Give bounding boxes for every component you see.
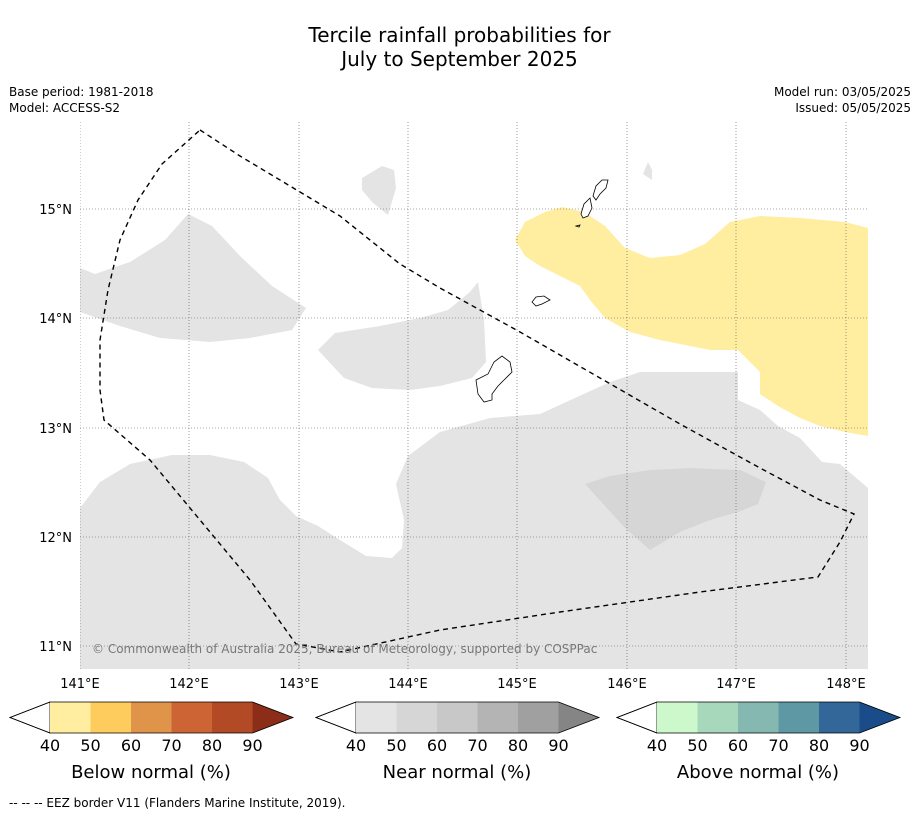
colorbar-segment: [819, 702, 860, 733]
colorbar-above-normal: 40 50 60 70 80 90 Above normal (%): [615, 701, 902, 783]
colorbar-under-triangle: [8, 701, 51, 734]
colorbar-segment: [212, 702, 253, 733]
colorbar-tick: 80: [202, 736, 222, 755]
map-panel: © Commonwealth of Australia 2025, Bureau…: [80, 122, 868, 669]
colorbar-tick: 90: [849, 736, 869, 755]
colorbar-under-triangle: [615, 701, 658, 734]
colorbar-segment: [437, 702, 478, 733]
colorbar-outline: [615, 701, 902, 734]
base-period: Base period: 1981-2018: [9, 85, 154, 99]
lat-label: 14°N: [39, 312, 72, 327]
colorbar-tick: 60: [427, 736, 447, 755]
colorbar-tick: 40: [346, 736, 366, 755]
lon-label: 148°E: [826, 677, 866, 692]
colorbar-tick: 50: [386, 736, 406, 755]
map-title-line1: Tercile rainfall probabilities for: [308, 23, 611, 47]
colorbar-tick: 90: [242, 736, 262, 755]
copyright-notice: © Commonwealth of Australia 2025, Bureau…: [92, 642, 597, 656]
near-normal-region-island-north: [362, 166, 396, 215]
guam-island: [475, 355, 513, 403]
eez-border: [99, 129, 855, 653]
colorbar-segment: [90, 702, 131, 733]
colorbar-tick: 70: [161, 736, 181, 755]
colorbar-segment: [697, 702, 738, 733]
gridlines: [80, 122, 868, 669]
colorbar-segment: [518, 702, 559, 733]
colorbar-segment: [738, 702, 779, 733]
colorbar-over-triangle: [859, 702, 900, 733]
lon-label: 145°E: [497, 677, 537, 692]
colorbar-segment: [477, 702, 518, 733]
issued-date: Issued: 05/05/2025: [795, 101, 911, 115]
colorbar-title: Near normal (%): [383, 762, 532, 783]
colorbar-tick: 50: [687, 736, 707, 755]
near-normal-region-central: [318, 282, 486, 390]
colorbar-title: Below normal (%): [71, 762, 231, 783]
colorbar-segment: [657, 702, 698, 733]
longitude-labels: 141°E 142°E 143°E 144°E 145°E 146°E 147°…: [60, 677, 866, 692]
colorbar-segment: [778, 702, 819, 733]
colorbar-tick: 80: [508, 736, 528, 755]
near-normal-region-islet: [643, 162, 652, 180]
below-normal-region: [515, 207, 868, 436]
colorbar-segment: [396, 702, 437, 733]
near-normal-region-west: [80, 214, 306, 342]
colorbar-tick: 40: [647, 736, 667, 755]
saipan-island: [592, 179, 609, 201]
lat-label: 15°N: [39, 203, 72, 218]
colorbar-segment: [356, 702, 397, 733]
colorbar-tick: 60: [728, 736, 748, 755]
map-title-line2: July to September 2025: [341, 47, 578, 71]
tinian-island: [580, 197, 593, 219]
colorbar-near-normal: 40 50 60 70 80 90 Near normal (%): [314, 701, 601, 783]
colorbar-tick: 50: [80, 736, 100, 755]
lon-label: 147°E: [716, 677, 756, 692]
eez-footnote: -- -- -- EEZ border V11 (Flanders Marine…: [9, 796, 346, 810]
islands: [475, 179, 609, 403]
lon-label: 144°E: [388, 677, 428, 692]
colorbar-title: Above normal (%): [677, 762, 839, 783]
lon-label: 146°E: [607, 677, 647, 692]
colorbar-over-triangle: [558, 702, 599, 733]
colorbar-tick: 80: [809, 736, 829, 755]
lat-label: 12°N: [39, 531, 72, 546]
colorbar-segment: [50, 702, 91, 733]
colorbar-tick: 40: [40, 736, 60, 755]
colorbar-below-normal: 40 50 60 70 80 90 Below normal (%): [8, 701, 295, 783]
lat-label: 11°N: [39, 640, 72, 655]
near-normal-region-50: [585, 468, 766, 550]
model-name: Model: ACCESS-S2: [9, 101, 121, 115]
colorbar-over-triangle: [252, 702, 293, 733]
colorbar-segment: [171, 702, 212, 733]
near-normal-region-south: [80, 372, 868, 669]
aguijan-island: [574, 224, 581, 228]
colorbar-under-triangle: [314, 701, 357, 734]
lon-label: 143°E: [279, 677, 319, 692]
lat-label: 13°N: [39, 422, 72, 437]
colorbar-outline: [314, 701, 601, 734]
latitude-labels: 15°N 14°N 13°N 12°N 11°N: [39, 203, 72, 655]
lon-label: 141°E: [60, 677, 100, 692]
colorbar-tick: 70: [768, 736, 788, 755]
colorbar-outline: [8, 701, 295, 734]
rota-island: [531, 295, 551, 307]
colorbar-tick: 90: [548, 736, 568, 755]
lon-label: 142°E: [169, 677, 209, 692]
colorbar-tick: 70: [467, 736, 487, 755]
colorbar-tick: 60: [121, 736, 141, 755]
colorbar-segment: [131, 702, 172, 733]
model-run: Model run: 03/05/2025: [773, 85, 911, 99]
